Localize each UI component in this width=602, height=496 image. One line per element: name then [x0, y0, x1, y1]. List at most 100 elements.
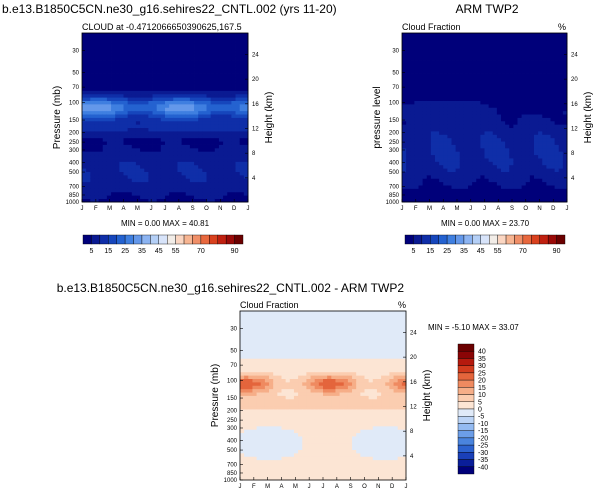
heat-cell [106, 161, 112, 166]
heat-cell [90, 178, 95, 183]
heat-cell [223, 195, 228, 200]
heat-cell [135, 46, 141, 51]
heat-cell [131, 39, 137, 44]
heat-cell [173, 49, 178, 54]
heat-cell [443, 33, 448, 37]
heat-cell [252, 446, 257, 450]
heat-cell [227, 144, 232, 149]
heat-cell [165, 124, 170, 129]
heat-cell [558, 43, 564, 47]
heat-cell [86, 117, 91, 122]
heat-cell [273, 473, 278, 478]
heat-cell [492, 168, 498, 172]
heat-cell [235, 141, 241, 145]
heat-cell [534, 70, 539, 74]
heat-cell [435, 90, 440, 95]
heat-cell [418, 158, 424, 162]
heat-cell [173, 185, 178, 189]
heat-cell [169, 73, 174, 78]
heat-cell [463, 147, 469, 152]
heat-cell [269, 358, 274, 363]
heat-cell [418, 100, 424, 105]
heat-cell [306, 338, 311, 342]
heat-cell [269, 348, 274, 352]
heat-cell [218, 120, 224, 125]
heat-cell [86, 120, 91, 125]
heat-cell [521, 124, 527, 129]
heat-cell [529, 124, 535, 129]
heat-cell [443, 97, 448, 101]
heat-cell [223, 120, 228, 125]
heat-cell [538, 90, 543, 95]
heat-cell [509, 181, 514, 186]
heat-cell [472, 93, 477, 98]
heat-cell [218, 124, 224, 129]
heat-cell [414, 80, 419, 85]
heat-cell [501, 43, 506, 47]
heat-cell [206, 147, 212, 152]
heat-cell [111, 188, 116, 193]
heat-cell [152, 66, 158, 71]
heat-cell [206, 53, 212, 58]
heat-cell [144, 66, 149, 71]
heat-cell [227, 83, 232, 88]
heat-cell [185, 97, 191, 101]
heat-cell [302, 469, 307, 474]
heat-cell [90, 49, 95, 54]
heat-cell [298, 473, 303, 478]
heat-cell [240, 463, 245, 467]
heat-cell [521, 181, 527, 186]
heat-cell [289, 358, 295, 363]
heat-cell [285, 361, 291, 366]
heat-cell [488, 168, 494, 172]
heat-cell [269, 388, 274, 393]
heat-cell [248, 432, 253, 437]
heat-cell [426, 90, 432, 95]
heat-cell [244, 327, 249, 332]
heat-cell [86, 114, 91, 118]
heat-cell [148, 39, 153, 44]
heat-cell [550, 107, 556, 112]
heat-cell [281, 361, 287, 366]
heat-cell [214, 76, 220, 81]
heat-cell [517, 110, 523, 115]
heat-cell [281, 388, 287, 393]
heat-cell [517, 97, 523, 101]
heat-cell [135, 49, 141, 54]
heat-cell [554, 188, 560, 193]
heat-cell [194, 80, 199, 85]
heat-cell [214, 110, 220, 115]
heat-cell [177, 46, 182, 51]
heat-cell [210, 49, 216, 54]
x-tick-label: D [551, 206, 556, 212]
y-tick-label: 1000 [386, 200, 400, 206]
heat-cell [160, 127, 166, 132]
heat-cell [235, 49, 241, 54]
heat-cell [240, 324, 245, 329]
heat-cell [86, 178, 91, 183]
heat-cell [505, 151, 510, 156]
heat-cell [281, 463, 287, 467]
heat-cell [542, 83, 547, 88]
heat-cell [156, 53, 162, 58]
heat-cell [198, 147, 203, 152]
heat-cell [459, 195, 465, 200]
heat-cell [414, 110, 419, 115]
heat-cell [169, 90, 174, 95]
heat-cell [534, 154, 539, 159]
heat-cell [256, 466, 262, 471]
heat-cell [106, 63, 112, 68]
heat-cell [273, 338, 278, 342]
heat-cell [277, 327, 282, 332]
heat-cell [148, 134, 153, 139]
heat-cell [243, 191, 249, 196]
heat-cell [293, 459, 299, 464]
heat-cell [480, 174, 485, 179]
heat-cell [484, 164, 490, 169]
heat-cell [402, 107, 407, 112]
heat-cell [542, 110, 547, 115]
heat-cell [165, 97, 170, 101]
heat-cell [227, 134, 232, 139]
heat-cell [165, 168, 170, 172]
heat-cell [148, 127, 153, 132]
